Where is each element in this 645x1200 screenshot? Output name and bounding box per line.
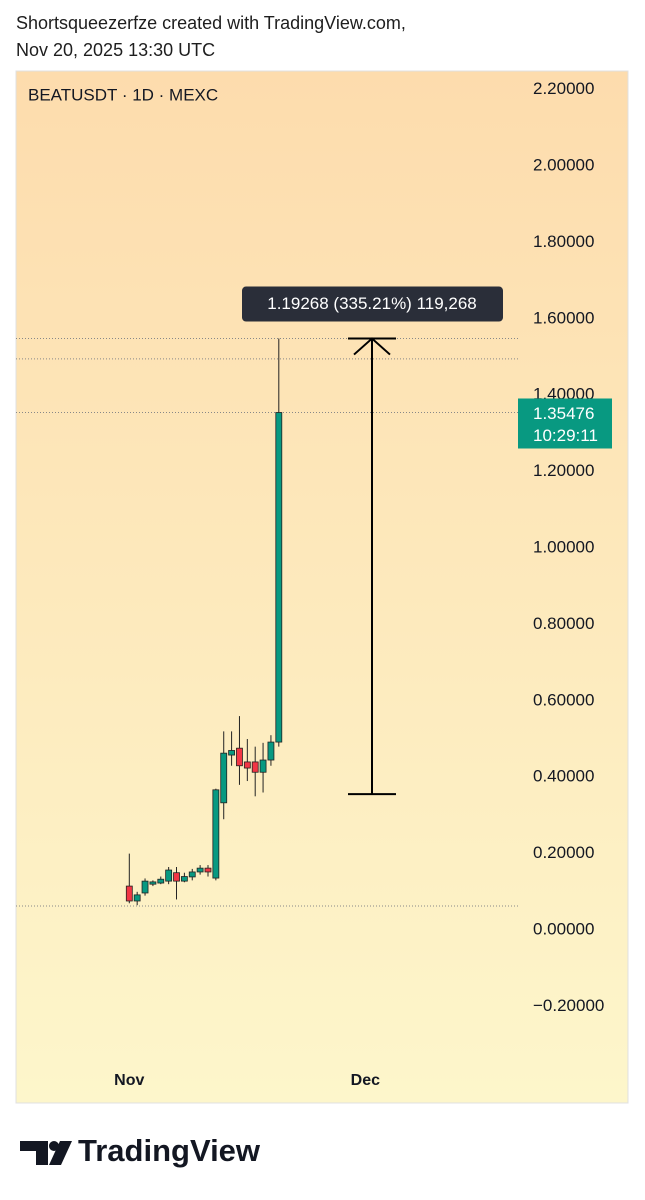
price-tag xyxy=(518,398,612,449)
candle-body xyxy=(125,885,133,902)
y-tick-label: 1.00000 xyxy=(533,537,594,556)
y-tick-label: 0.60000 xyxy=(533,690,594,709)
candle-body xyxy=(236,747,243,767)
x-tick-label: Dec xyxy=(351,1072,380,1089)
candle-body xyxy=(149,881,157,885)
candle-body xyxy=(275,412,283,743)
y-tick-label: 0.00000 xyxy=(533,920,594,939)
y-tick-label: 1.80000 xyxy=(533,232,594,251)
candle-body xyxy=(157,878,165,884)
candle-body xyxy=(141,880,149,894)
measure-label: 1.19268 (335.21%) 119,268 xyxy=(267,294,477,313)
header-line: Nov 20, 2025 13:30 UTC xyxy=(16,40,215,60)
candle-body xyxy=(212,789,220,879)
y-tick-label: 0.40000 xyxy=(533,767,594,786)
logo xyxy=(20,1141,72,1165)
brand: TradingView xyxy=(78,1133,261,1168)
candle-body xyxy=(259,759,267,773)
x-tick-label: Nov xyxy=(114,1072,144,1089)
candle-body xyxy=(243,761,251,769)
plot: 2.200002.000001.800001.600001.400001.200… xyxy=(16,79,612,1089)
candle-body xyxy=(165,869,173,882)
y-tick-label: 0.80000 xyxy=(533,614,594,633)
y-tick-label: 1.60000 xyxy=(533,308,594,327)
candle-body xyxy=(188,871,196,878)
candle-body xyxy=(267,741,275,761)
y-tick-label: 2.20000 xyxy=(533,79,594,98)
y-tick-label: 0.20000 xyxy=(533,843,594,862)
candle-body xyxy=(173,872,180,882)
candle-body xyxy=(228,750,235,756)
measure-arrow xyxy=(353,337,391,356)
y-tick-label: 2.00000 xyxy=(533,155,594,174)
candle-body xyxy=(133,894,141,902)
y-tick-label: 1.20000 xyxy=(533,461,594,480)
candle-body xyxy=(180,876,188,882)
candle-body xyxy=(251,761,259,773)
header-line: Shortsqueezerfze created with TradingVie… xyxy=(16,13,406,33)
y-tick-label: −0.20000 xyxy=(533,996,604,1015)
candle-body xyxy=(196,867,204,873)
price-tag-value: 1.35476 xyxy=(533,404,594,423)
price-tag-countdown: 10:29:11 xyxy=(533,426,598,445)
candle-body xyxy=(204,867,212,873)
chart-frame xyxy=(15,70,629,1104)
symbol-title: BEATUSDT · 1D · MEXC xyxy=(28,85,218,104)
candle-body xyxy=(220,752,228,804)
measure-box xyxy=(242,286,503,322)
